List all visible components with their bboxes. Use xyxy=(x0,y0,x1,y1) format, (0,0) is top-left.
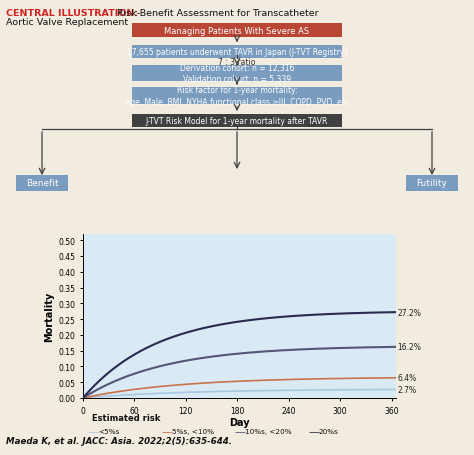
Text: CENTRAL ILLUSTRATION:: CENTRAL ILLUSTRATION: xyxy=(6,9,138,18)
FancyBboxPatch shape xyxy=(406,176,458,192)
Y-axis label: Mortality: Mortality xyxy=(44,291,54,341)
Text: —: — xyxy=(88,426,99,436)
FancyBboxPatch shape xyxy=(132,115,342,128)
FancyBboxPatch shape xyxy=(16,176,68,192)
Text: —: — xyxy=(308,426,319,436)
Text: Estimated risk: Estimated risk xyxy=(92,413,161,422)
Text: Aortic Valve Replacement: Aortic Valve Replacement xyxy=(6,18,128,27)
Text: 5%s, <10%: 5%s, <10% xyxy=(172,428,214,434)
Text: Risk factor for 1-year mortality:
Age, Male, BMI, NYHA functional class ≥III, CO: Risk factor for 1-year mortality: Age, M… xyxy=(125,86,349,106)
Text: Risk-Benefit Assessment for Transcatheter: Risk-Benefit Assessment for Transcathete… xyxy=(114,9,319,18)
FancyBboxPatch shape xyxy=(132,66,342,82)
Text: Managing Patients With Severe AS: Managing Patients With Severe AS xyxy=(164,26,310,35)
Text: J-TVT Risk Model for 1-year mortality after TAVR: J-TVT Risk Model for 1-year mortality af… xyxy=(146,117,328,126)
Text: Benefit: Benefit xyxy=(26,179,58,188)
Text: 16.2%: 16.2% xyxy=(398,343,421,352)
FancyBboxPatch shape xyxy=(132,46,342,59)
X-axis label: Day: Day xyxy=(229,418,250,428)
Text: 6.4%: 6.4% xyxy=(398,374,417,383)
Text: 27.2%: 27.2% xyxy=(398,308,421,317)
Text: 10%s, <20%: 10%s, <20% xyxy=(245,428,292,434)
Text: Derivation cohort: n = 12,316
Validation cohort: n = 5,339: Derivation cohort: n = 12,316 Validation… xyxy=(180,63,294,84)
Text: —: — xyxy=(235,426,246,436)
FancyBboxPatch shape xyxy=(132,24,342,38)
Text: Maeda K, et al. JACC: Asia. 2022;2(5):635-644.: Maeda K, et al. JACC: Asia. 2022;2(5):63… xyxy=(6,436,232,445)
Text: —: — xyxy=(161,426,172,436)
Text: 20%s: 20%s xyxy=(319,428,338,434)
FancyBboxPatch shape xyxy=(132,88,342,105)
Text: Futility: Futility xyxy=(417,179,447,188)
Text: 2.7%: 2.7% xyxy=(398,385,417,394)
Text: 17,655 patients underwent TAVR in Japan (J-TVT Registry): 17,655 patients underwent TAVR in Japan … xyxy=(127,48,347,57)
Text: 7 : 3 ratio: 7 : 3 ratio xyxy=(219,58,255,67)
Text: <5%s: <5%s xyxy=(98,428,119,434)
